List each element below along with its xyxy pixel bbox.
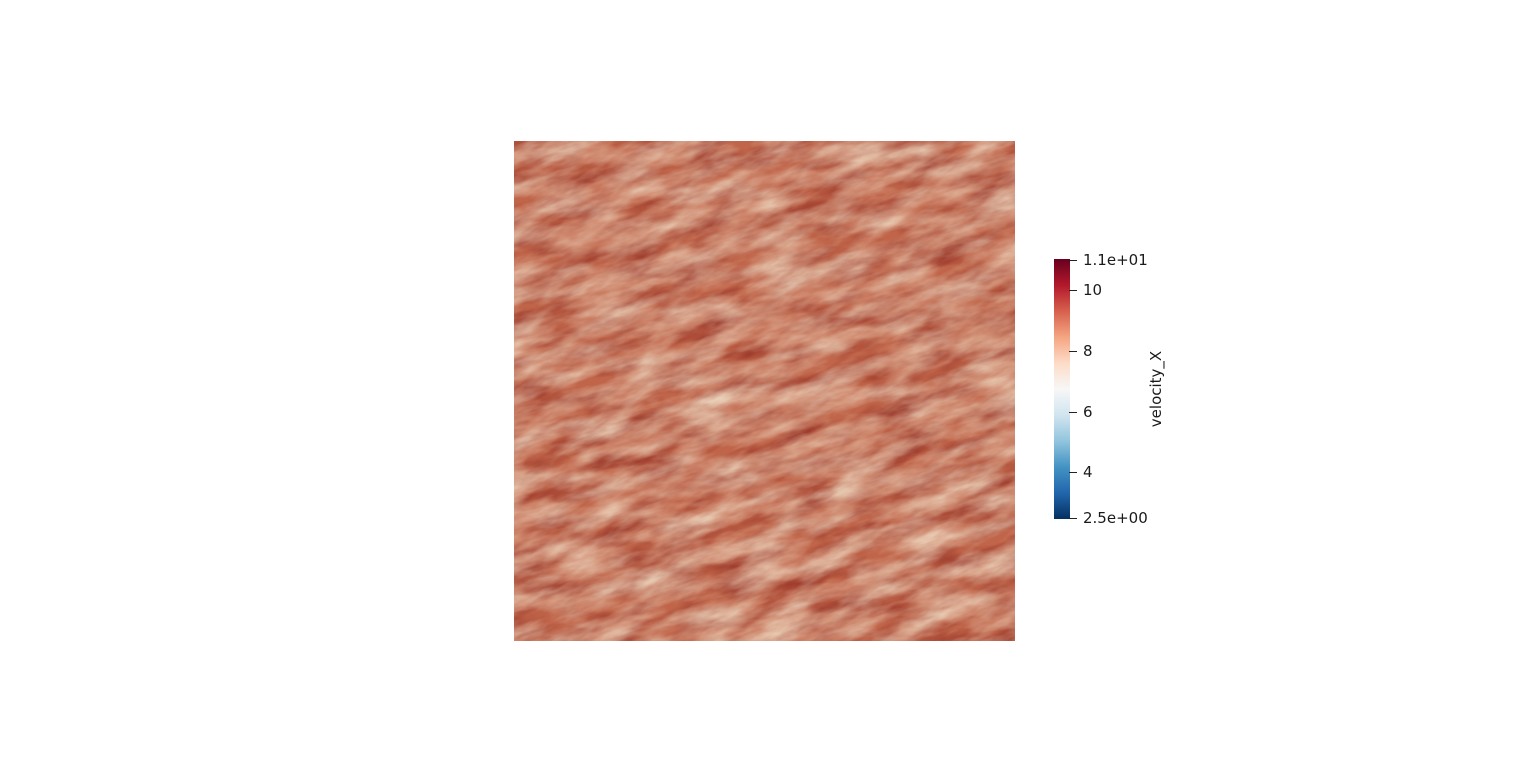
colorbar-tick-label: 2.5e+00: [1083, 509, 1148, 527]
colorbar-title: velocity_X: [1147, 350, 1165, 428]
velocity-field-image[interactable]: [514, 141, 1015, 641]
colorbar: [1054, 259, 1070, 519]
colorbar-gradient: [1054, 259, 1070, 519]
colorbar-tick-mark: [1069, 351, 1077, 353]
colorbar-tick-mark: [1069, 472, 1077, 474]
colorbar-tick-mark: [1069, 411, 1077, 413]
colorbar-tick-mark: [1069, 260, 1077, 261]
colorbar-tick-label: 6: [1083, 402, 1093, 421]
field-texture: [514, 141, 1015, 641]
colorbar-tick-label: 8: [1083, 342, 1093, 361]
colorbar-tick-mark: [1069, 290, 1077, 292]
colorbar-tick-label: 1.1e+01: [1083, 251, 1148, 269]
colorbar-tick-label: 4: [1083, 463, 1093, 482]
colorbar-tick-label: 10: [1083, 281, 1103, 300]
colorbar-tick-mark: [1069, 518, 1077, 519]
